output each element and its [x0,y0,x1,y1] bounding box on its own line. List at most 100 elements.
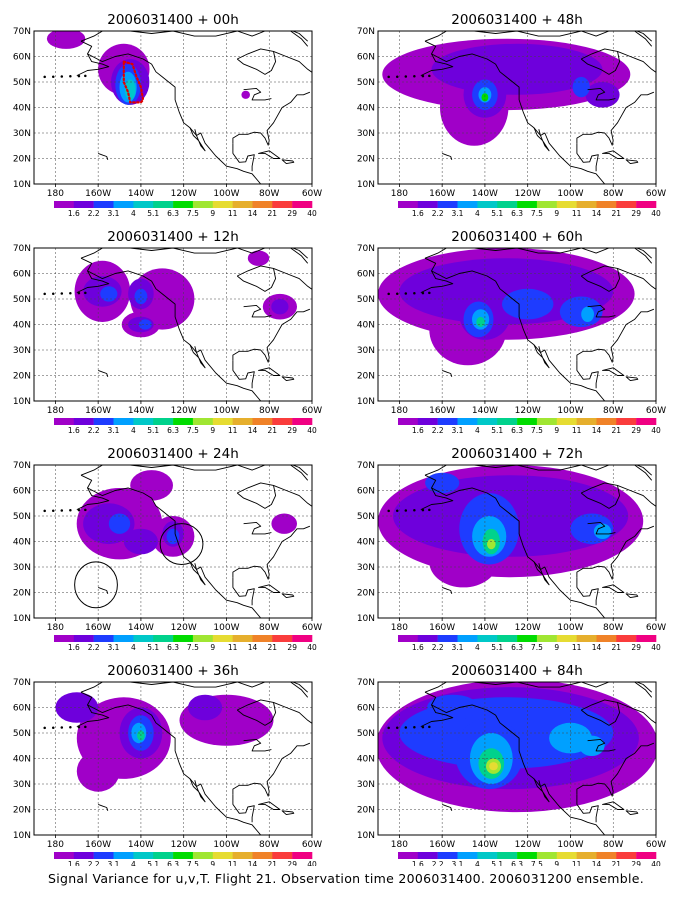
colorbar-label: 7.5 [531,426,543,435]
colorbar-swatch [616,418,637,425]
lon-tick-label: 140W [128,840,154,850]
colorbar-swatch [73,418,94,425]
lon-tick-label: 120W [515,840,541,850]
colorbar-label: 7.5 [187,860,199,866]
colorbar-swatch [636,852,657,859]
colorbar-label: 4 [131,643,136,652]
colorbar-label: 29 [631,209,641,218]
colorbar-swatch [596,635,617,642]
colorbar-label: 5.1 [491,643,503,652]
colorbar-label: 2.2 [432,860,444,866]
colorbar-swatch [556,635,577,642]
colorbar-swatch [477,852,498,859]
map-panel: 2006031400 + 36h 70N 60N 50N 40N 30N 20N 10N 180… [13,663,322,866]
colorbar-swatch [556,201,577,208]
colorbar-swatch [437,852,458,859]
lon-tick-label: 160W [85,406,111,416]
colorbar-label: 11 [228,860,238,866]
colorbar-label: 7.5 [531,643,543,652]
figure-caption: Signal Variance for u,v,T. Flight 21. Ob… [47,871,645,886]
colorbar-label: 5.1 [147,426,159,435]
colorbar-swatch [477,201,498,208]
flight-track [122,60,145,104]
colorbar-swatch [153,852,174,859]
lat-tick-label: 10N [13,831,31,841]
colorbar-label: 11 [228,643,238,652]
colorbar-label: 3.1 [108,426,120,435]
colorbar-swatch [437,635,458,642]
colorbar-swatch [636,635,657,642]
colorbar: 1.6 2.2 3.1 4 5.1 6.3 7.5 9 11 14 21 29 40 [398,418,661,435]
colorbar-label: 1.6 [68,860,80,866]
lat-tick-label: 40N [357,321,375,331]
lon-tick-label: 180 [47,840,64,850]
colorbar-label: 4 [475,860,480,866]
variance-contour [108,513,131,534]
colorbar-label: 40 [307,426,317,435]
colorbar-label: 3.1 [108,860,120,866]
colorbar-swatch [173,635,194,642]
lon-tick-label: 180 [47,623,64,633]
lon-tick-label: 60W [302,840,322,850]
colorbar-swatch [212,635,233,642]
colorbar-swatch [457,418,478,425]
colorbar-swatch [252,418,273,425]
colorbar-swatch [477,418,498,425]
lat-tick-label: 40N [13,538,31,548]
lon-tick-label: 140W [472,189,498,199]
map-frame [33,30,313,185]
lat-tick-label: 30N [13,780,31,790]
colorbar-swatch [232,201,253,208]
colorbar-label: 29 [287,860,297,866]
map-panel: 2006031400 + 48h 70N 60N 50N 40N 30N 20N 10N 180… [357,12,666,218]
colorbar-swatch [212,201,233,208]
lon-tick-label: 120W [515,623,541,633]
colorbar-label: 4 [475,209,480,218]
lat-tick-label: 10N [357,831,375,841]
gridlines [378,248,656,401]
variance-field [378,682,656,813]
colorbar-label: 21 [268,209,278,218]
lat-tick-label: 70N [13,244,31,254]
colorbar-label: 11 [572,209,582,218]
lon-tick-label: 180 [47,189,64,199]
gridlines [34,465,312,618]
colorbar-label: 9 [554,860,559,866]
colorbar-swatch [173,418,194,425]
map-frame [33,681,313,836]
coastline [387,465,656,618]
lat-tick-label: 70N [357,27,375,37]
target-circle [74,561,118,609]
panel-title: 2006031400 + 60h [451,229,583,245]
colorbar-swatch [517,418,538,425]
lat-tick-label: 70N [357,461,375,471]
colorbar-label: 11 [228,209,238,218]
colorbar-swatch [113,635,134,642]
colorbar: 1.6 2.2 3.1 4 5.1 6.3 7.5 9 11 14 21 29 40 [54,201,317,218]
lon-tick-label: 180 [391,623,408,633]
lon-tick-label: 100W [557,406,583,416]
colorbar-label: 21 [268,860,278,866]
colorbar-swatch [54,852,75,859]
lon-tick-label: 140W [472,840,498,850]
lat-tick-label: 10N [13,180,31,190]
colorbar-swatch [616,852,637,859]
variance-contour [579,735,605,756]
variance-contour [489,762,498,771]
colorbar-label: 6.3 [511,209,523,218]
lat-tick-label: 20N [357,806,375,816]
colorbar-swatch [153,418,174,425]
lat-tick-label: 20N [13,589,31,599]
colorbar-swatch [457,852,478,859]
lat-tick-label: 50N [357,295,375,305]
colorbar-swatch [417,418,438,425]
colorbar-label: 21 [612,643,622,652]
map-panel: 2006031400 + 84h 70N 60N 50N 40N 30N 20N 10N 180… [357,663,666,866]
colorbar-label: 14 [592,209,602,218]
colorbar-swatch [133,852,154,859]
panel-title: 2006031400 + 24h [107,446,239,462]
colorbar-swatch [457,201,478,208]
coastline [387,31,656,184]
colorbar-swatch [596,852,617,859]
colorbar-swatch [398,635,419,642]
